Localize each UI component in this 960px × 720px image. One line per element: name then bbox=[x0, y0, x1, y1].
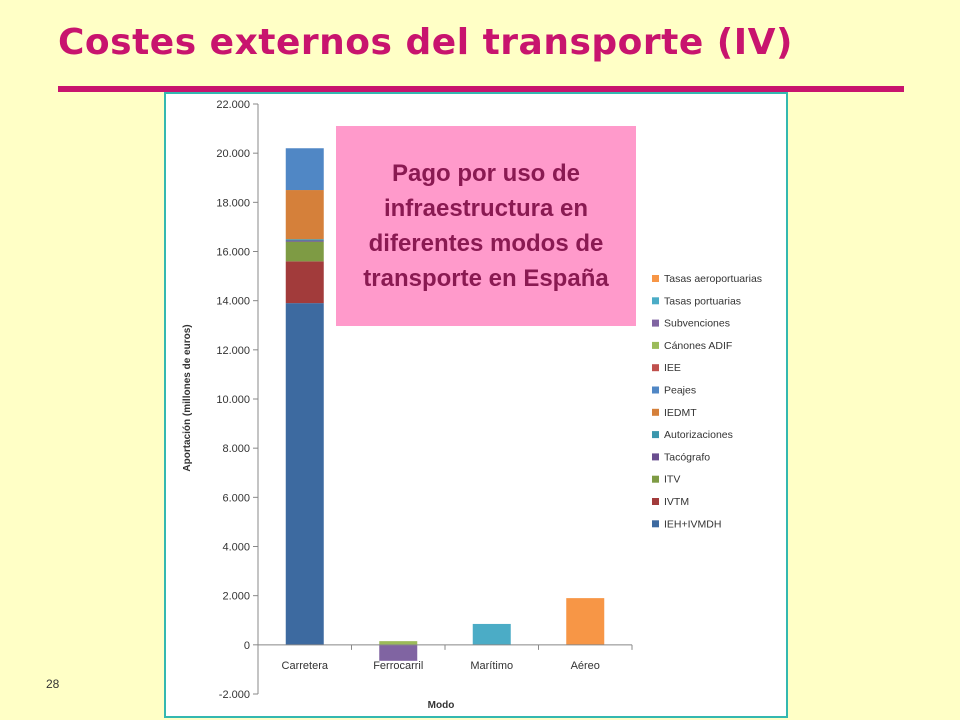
legend-label: IVTM bbox=[664, 496, 689, 508]
legend-label: Tasas aeroportuarias bbox=[664, 273, 762, 285]
y-tick-label: 14.000 bbox=[216, 296, 250, 308]
legend-label: IEH+IVMDH bbox=[664, 518, 721, 530]
bar-segment bbox=[285, 241, 324, 262]
x-tick-label: Carretera bbox=[282, 660, 329, 672]
legend-label: Cánones ADIF bbox=[664, 340, 732, 352]
x-axis-label: Modo bbox=[428, 700, 455, 711]
legend-label: Tacógrafo bbox=[664, 451, 710, 463]
legend-label: Autorizaciones bbox=[664, 429, 733, 441]
slide-number: 28 bbox=[46, 677, 60, 691]
slide-title: Costes externos del transporte (IV) bbox=[58, 22, 793, 63]
y-tick-label: 4.000 bbox=[222, 542, 250, 554]
x-axis: Carretera Ferrocarril Marítimo Aéreo bbox=[258, 644, 633, 672]
y-tick-label: 0 bbox=[244, 640, 250, 652]
bar-segment bbox=[379, 644, 418, 661]
legend-swatch bbox=[652, 386, 659, 394]
bar-segment bbox=[285, 240, 324, 242]
title-underline bbox=[58, 86, 904, 92]
legend-swatch bbox=[652, 475, 659, 483]
legend-label: Peajes bbox=[664, 385, 696, 397]
y-tick-label: 12.000 bbox=[216, 345, 250, 357]
legend-label: ITV bbox=[664, 474, 680, 486]
legend-swatch bbox=[652, 275, 659, 282]
legend-swatch bbox=[652, 297, 659, 305]
legend-swatch bbox=[652, 453, 659, 461]
legend-swatch bbox=[652, 431, 659, 439]
legend: Tasas aeroportuarias Tasas portuarias Subv… bbox=[652, 273, 762, 530]
bars bbox=[285, 148, 605, 661]
x-tick-label: Ferrocarril bbox=[373, 660, 423, 672]
x-tick-label: Marítimo bbox=[470, 660, 513, 672]
bar-segment bbox=[285, 190, 324, 240]
legend-label: IEE bbox=[664, 362, 681, 374]
legend-label: Subvenciones bbox=[664, 318, 730, 330]
y-tick-label: 8.000 bbox=[222, 443, 250, 455]
bar-segment bbox=[285, 148, 324, 191]
legend-swatch bbox=[652, 408, 659, 416]
bar-segment bbox=[285, 303, 324, 645]
legend-swatch bbox=[652, 520, 659, 528]
bar-segment bbox=[285, 261, 324, 304]
bar-segment bbox=[379, 641, 418, 645]
y-tick-label: 10.000 bbox=[216, 394, 250, 406]
y-axis: -2.000 0 2.000 4.000 6.000 8.000 10.000 12.000 1… bbox=[216, 99, 259, 701]
y-tick-label: 18.000 bbox=[216, 197, 250, 209]
y-tick-label: 16.000 bbox=[216, 247, 250, 259]
y-tick-label: 6.000 bbox=[222, 492, 250, 504]
x-tick-label: Aéreo bbox=[571, 660, 600, 672]
y-tick-label: 20.000 bbox=[216, 148, 250, 160]
legend-label: IEDMT bbox=[664, 407, 697, 419]
stacked-bar-chart: -2.000 0 2.000 4.000 6.000 8.000 10.000 12.000 1… bbox=[182, 99, 762, 711]
legend-swatch bbox=[652, 319, 659, 327]
y-axis-label: Aportación (millones de euros) bbox=[182, 324, 193, 471]
y-tick-label: 22.000 bbox=[216, 99, 250, 111]
legend-swatch bbox=[652, 498, 659, 505]
bar-segment bbox=[472, 623, 511, 645]
legend-swatch bbox=[652, 364, 659, 372]
legend-swatch bbox=[652, 341, 659, 349]
y-tick-label: 2.000 bbox=[222, 591, 250, 603]
bar-segment bbox=[566, 598, 605, 645]
bar-segment bbox=[285, 239, 324, 241]
legend-label: Tasas portuarias bbox=[664, 295, 741, 307]
callout-box: Pago por uso de infraestructura en difer… bbox=[336, 126, 636, 326]
y-tick-label: -2.000 bbox=[219, 689, 250, 701]
